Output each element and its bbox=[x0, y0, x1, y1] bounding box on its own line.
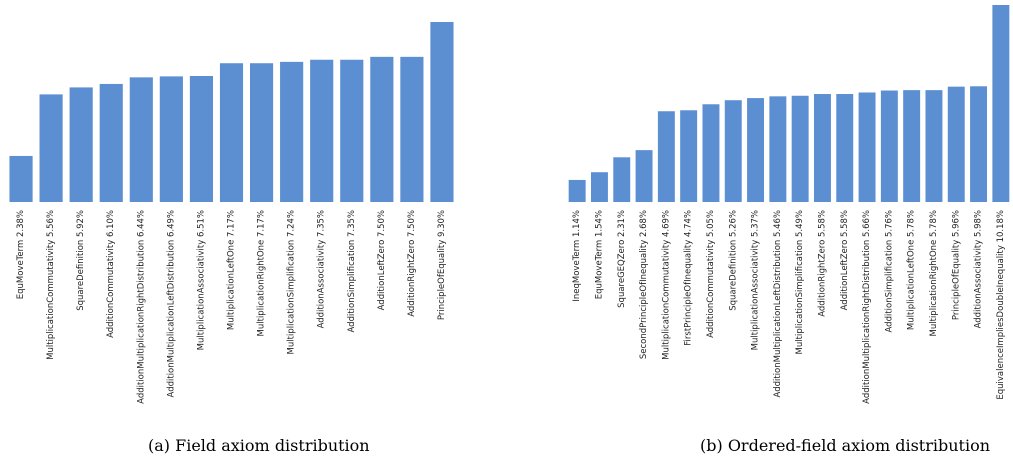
ordered-field-axiom-bar bbox=[769, 96, 787, 202]
field-axiom-bar bbox=[39, 94, 63, 202]
field-axiom-bar bbox=[9, 155, 33, 202]
field-axiom-tick-label: MultiplicationAssociativity 6.51% bbox=[196, 210, 206, 350]
ordered-field-axiom-bar bbox=[858, 92, 876, 202]
caption-ordered-field-axiom: (b) Ordered-field axiom distribution bbox=[700, 436, 991, 455]
field-axiom-bar bbox=[249, 63, 274, 203]
ordered-field-axiom-bar bbox=[947, 86, 965, 202]
field-axiom-tick-label: MultiplicationRightOne 7.17% bbox=[257, 210, 267, 336]
ordered-field-axiom-tick-label: IneqMoveTerm 1.14% bbox=[572, 210, 582, 302]
ordered-field-axiom-tick-label: MultiplicationLeftOne 5.78% bbox=[907, 210, 917, 330]
field-axiom-tick-label: AdditionAssociativity 7.35% bbox=[317, 210, 327, 328]
ordered-field-axiom-tick-label: AdditionMultiplicationLeftDistribution 5… bbox=[773, 210, 783, 397]
field-axiom-tick-label: MultiplicationCommutativity 5.56% bbox=[46, 210, 56, 360]
field-axiom-bar bbox=[340, 59, 364, 202]
ordered-field-axiom-bar bbox=[836, 94, 854, 202]
field-axiom-bar bbox=[370, 56, 394, 203]
caption-field-axiom: (a) Field axiom distribution bbox=[148, 436, 370, 455]
ordered-field-axiom-bar bbox=[680, 110, 698, 202]
ordered-field-axiom-bar bbox=[992, 5, 1010, 202]
field-axiom-tick-label: AdditionSimplification 7.35% bbox=[347, 210, 357, 332]
field-axiom-tick-label: AdditionCommutativity 6.10% bbox=[106, 210, 116, 338]
field-axiom-tick-label: AdditionMultiplicationLeftDistribution 6… bbox=[166, 210, 176, 397]
ordered-field-axiom-tick-label: AdditionMultiplicationRightDistribution … bbox=[862, 210, 872, 404]
field-axiom-chart: EquMoveTerm 2.38% MultiplicationCommutati… bbox=[9, 22, 454, 404]
ordered-field-axiom-tick-label: EquivalenceImpliesDoubleInequality 10.18… bbox=[996, 210, 1006, 400]
ordered-field-axiom-bar bbox=[657, 111, 675, 202]
field-axiom-tick-label: AdditionMultiplicationRightDistribution … bbox=[136, 210, 146, 404]
ordered-field-axiom-tick-label: AdditionCommutativity 5.05% bbox=[706, 210, 716, 338]
ordered-field-axiom-tick-label: FirstPrincipleOfInequality 4.74% bbox=[684, 210, 694, 346]
ordered-field-axiom-bar bbox=[903, 90, 921, 202]
ordered-field-axiom-tick-label: AdditionRightZero 5.58% bbox=[817, 210, 827, 317]
field-axiom-tick-label: AdditionRightZero 7.50% bbox=[407, 210, 417, 317]
ordered-field-axiom-tick-label: MultiplicationAssociativity 5.37% bbox=[751, 210, 761, 350]
ordered-field-axiom-bar bbox=[702, 104, 720, 202]
field-axiom-tick-label: MultiplicationSimplification 7.24% bbox=[287, 210, 297, 354]
ordered-field-axiom-bar bbox=[970, 86, 988, 202]
ordered-field-axiom-tick-label: MultiplicationSimplification 5.49% bbox=[795, 210, 805, 354]
field-axiom-bar bbox=[129, 77, 153, 202]
field-axiom-bar bbox=[400, 56, 424, 203]
ordered-field-axiom-bar bbox=[880, 90, 898, 202]
ordered-field-axiom-bar bbox=[635, 150, 653, 202]
ordered-field-axiom-bar bbox=[791, 95, 809, 202]
field-axiom-tick-label: SquareDefinition 5.92% bbox=[76, 210, 86, 311]
ordered-field-axiom-bar bbox=[613, 157, 631, 202]
ordered-field-axiom-tick-label: SquareGEQZero 2.31% bbox=[617, 210, 627, 308]
ordered-field-axiom-tick-label: MultiplicationCommutativity 4.69% bbox=[661, 210, 671, 360]
field-axiom-tick-label: PrincipleOfEquality 9.30% bbox=[437, 210, 447, 320]
ordered-field-axiom-bar bbox=[724, 100, 742, 202]
ordered-field-axiom-bar bbox=[590, 172, 608, 202]
field-axiom-bar bbox=[99, 83, 123, 202]
ordered-field-axiom-tick-label: PrincipleOfEquality 5.96% bbox=[951, 210, 961, 320]
field-axiom-bar bbox=[69, 87, 93, 202]
field-axiom-tick-label: AdditionLeftZero 7.50% bbox=[377, 210, 387, 310]
field-axiom-bar bbox=[310, 59, 334, 202]
ordered-field-axiom-bar bbox=[568, 179, 586, 202]
ordered-field-axiom-tick-label: AdditionAssociativity 5.98% bbox=[974, 210, 984, 328]
ordered-field-axiom-bar bbox=[925, 90, 943, 202]
ordered-field-axiom-tick-label: EquMoveTerm 1.54% bbox=[594, 210, 604, 299]
ordered-field-axiom-bar bbox=[813, 94, 831, 202]
field-axiom-tick-label: EquMoveTerm 2.38% bbox=[16, 210, 26, 299]
field-axiom-bar bbox=[219, 63, 244, 203]
ordered-field-axiom-tick-label: MultiplicationRightOne 5.78% bbox=[929, 210, 939, 336]
ordered-field-axiom-tick-label: SecondPrincipleOfInequality 2.68% bbox=[639, 210, 649, 359]
field-axiom-bar bbox=[280, 61, 304, 203]
ordered-field-axiom-tick-label: SquareDefinition 5.26% bbox=[728, 210, 738, 311]
ordered-field-axiom-chart: IneqMoveTerm 1.14% EquMoveTerm 1.54% Squar… bbox=[568, 5, 1010, 404]
field-axiom-tick-label: MultiplicationLeftOne 7.17% bbox=[227, 210, 237, 330]
ordered-field-axiom-bar bbox=[747, 98, 765, 202]
ordered-field-axiom-tick-label: AdditionLeftZero 5.58% bbox=[840, 210, 850, 310]
field-axiom-bar bbox=[159, 76, 183, 202]
field-axiom-bar bbox=[430, 22, 454, 202]
ordered-field-axiom-tick-label: AdditionSimplification 5.76% bbox=[884, 210, 894, 332]
field-axiom-bar bbox=[189, 76, 214, 202]
